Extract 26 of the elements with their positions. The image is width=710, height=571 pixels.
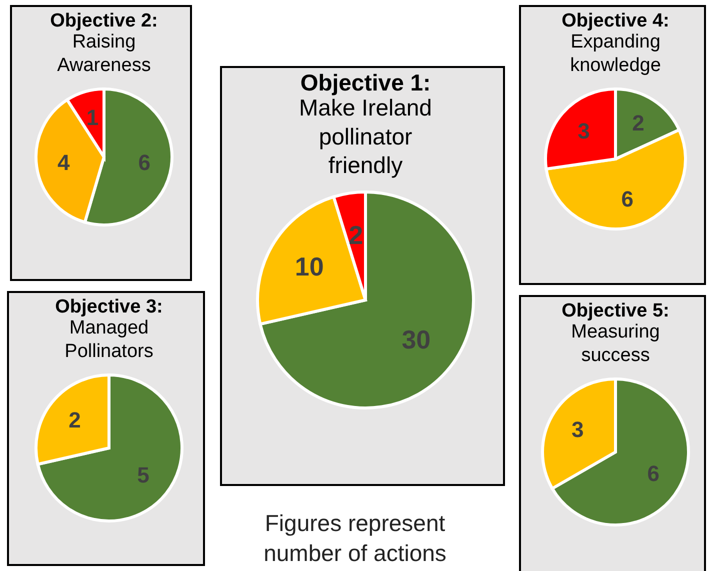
pie-slice	[36, 374, 184, 522]
chart-subtitle: Measuring success	[571, 321, 660, 366]
data-label: 4	[57, 150, 70, 175]
data-label: 6	[138, 150, 151, 175]
data-label: 10	[294, 252, 324, 282]
data-label: 30	[402, 324, 431, 354]
text: Figures represent number of actions	[262, 509, 448, 568]
chart-subtitle: Make Ireland pollinator friendly	[299, 94, 432, 178]
chart-title: Objective 4:	[562, 10, 670, 32]
chart-title: Objective 1:	[300, 70, 431, 96]
data-label: 2	[68, 408, 81, 433]
chart-subtitle: Raising Awareness	[57, 31, 151, 76]
data-label: 2	[348, 220, 364, 250]
chart-title: Objective 3:	[55, 296, 163, 318]
chart-title: Objective 2:	[50, 10, 158, 32]
data-label: 6	[647, 460, 660, 486]
data-label: 5	[137, 462, 150, 488]
data-label: 3	[578, 118, 590, 144]
chart-subtitle: Managed Pollinators	[64, 317, 154, 362]
data-label: 2	[632, 110, 644, 136]
chart-subtitle: Expanding knowledge	[570, 31, 661, 76]
chart-title: Objective 5:	[562, 300, 670, 322]
data-label: 1	[86, 104, 99, 130]
data-label: 3	[571, 417, 584, 442]
data-label: 6	[621, 186, 634, 212]
pie-slice	[258, 190, 475, 410]
